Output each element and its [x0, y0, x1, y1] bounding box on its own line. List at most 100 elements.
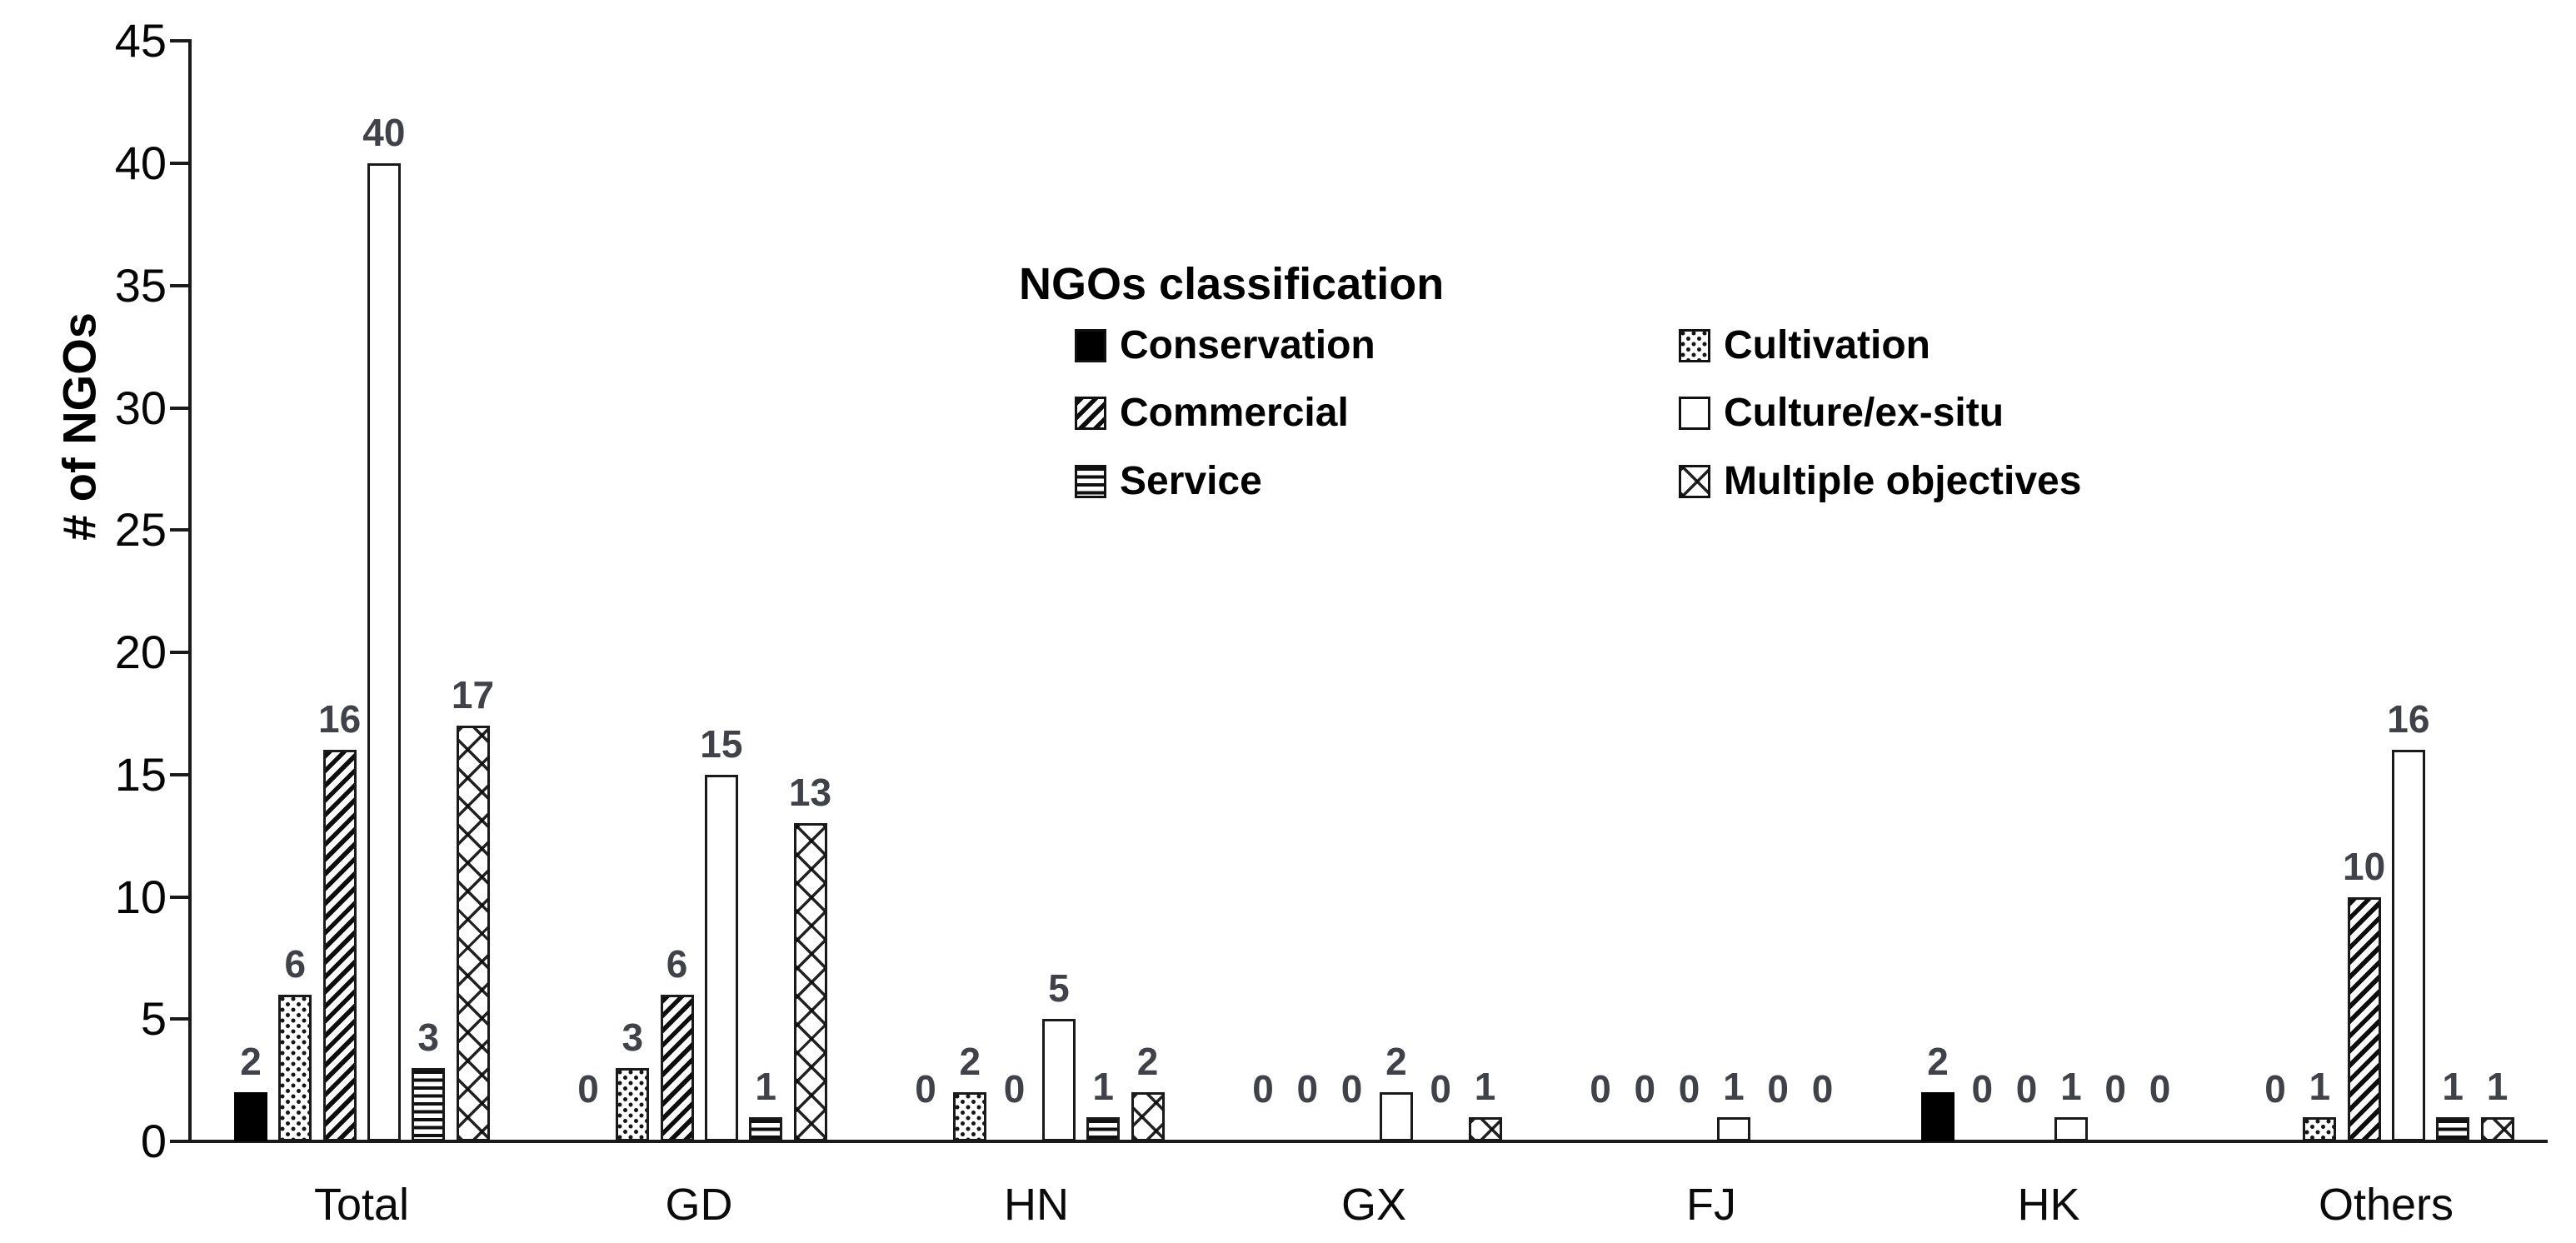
- bar-crosshatch: [1131, 1092, 1165, 1141]
- bar-value-label: 3: [417, 1015, 439, 1059]
- legend-item: Culture/ex-situ: [1679, 392, 2004, 435]
- bar-white: [704, 774, 738, 1141]
- bar-value-label: 1: [2442, 1064, 2464, 1108]
- legend-title: NGOs classification: [1019, 259, 1445, 309]
- legend-swatch-diagonal: [1075, 397, 1106, 430]
- legend-item: Conservation: [1075, 324, 1375, 367]
- y-tick: [170, 651, 188, 654]
- bar-value-label: 1: [2486, 1064, 2509, 1108]
- bar-dots: [616, 1067, 650, 1141]
- bar-value-label: 16: [318, 697, 362, 741]
- bar-value-label: 2: [1385, 1040, 1407, 1084]
- y-tick: [170, 162, 188, 165]
- y-tick-label: 40: [114, 137, 167, 189]
- legend-swatch-white: [1679, 397, 1710, 430]
- bar-value-label: 2: [959, 1040, 981, 1084]
- bar-white: [2391, 750, 2425, 1141]
- x-category-label: HK: [2017, 1180, 2080, 1230]
- y-tick-label: 10: [114, 870, 167, 923]
- bar-value-label: 17: [451, 673, 495, 717]
- bar-white: [1041, 1019, 1076, 1141]
- x-category-label: HN: [1004, 1180, 1069, 1230]
- bar-value-label: 1: [1474, 1064, 1496, 1108]
- bar-crosshatch: [793, 823, 827, 1141]
- bar-value-label: 13: [788, 771, 832, 815]
- legend-item-label: Cultivation: [1724, 323, 1930, 367]
- bar-value-label: 2: [1136, 1040, 1159, 1084]
- y-tick-label: 0: [140, 1115, 167, 1167]
- legend-item-label: Multiple objectives: [1724, 459, 2082, 503]
- bar-white: [1379, 1092, 1413, 1141]
- y-tick-label: 20: [114, 626, 167, 678]
- bar-value-label: 3: [622, 1015, 644, 1059]
- bar-diagonal: [660, 994, 694, 1141]
- bar-white: [367, 163, 401, 1141]
- x-category-label: Total: [313, 1180, 410, 1230]
- x-axis-line: [188, 1140, 2548, 1143]
- bar-value-label: 0: [1811, 1067, 1834, 1111]
- y-tick: [170, 1140, 188, 1143]
- bar-value-label: 0: [2149, 1067, 2171, 1111]
- y-tick-label: 5: [140, 992, 167, 1046]
- bar-value-label: 2: [1927, 1040, 1949, 1084]
- bar-value-label: 0: [1678, 1067, 1700, 1111]
- x-category-label: FJ: [1686, 1180, 1736, 1230]
- bar-hlines: [749, 1116, 783, 1141]
- y-tick: [170, 528, 188, 532]
- y-axis-line: [188, 39, 192, 1143]
- bar-value-label: 1: [1092, 1064, 1114, 1108]
- legend-item: Multiple objectives: [1679, 460, 2081, 503]
- y-tick-label: 30: [114, 381, 167, 434]
- x-category-label: GD: [665, 1180, 733, 1230]
- bar-value-label: 0: [2015, 1067, 2038, 1111]
- y-tick-label: 35: [114, 258, 167, 312]
- bar-value-label: 5: [1048, 966, 1070, 1011]
- bar-value-label: 0: [1590, 1067, 1611, 1111]
- bar-value-label: 1: [2309, 1064, 2331, 1108]
- bar-value-label: 16: [2387, 697, 2430, 741]
- legend-item-label: Commercial: [1120, 391, 1349, 435]
- bar-white: [1716, 1116, 1750, 1141]
- legend-item: Service: [1075, 460, 1262, 503]
- x-category-label: Others: [2318, 1180, 2454, 1230]
- bar-value-label: 0: [1767, 1067, 1789, 1111]
- bar-value-label: 0: [1003, 1067, 1026, 1111]
- bar-value-label: 1: [755, 1064, 776, 1108]
- bar-white: [2054, 1116, 2088, 1141]
- bar-diagonal: [2347, 896, 2381, 1141]
- bar-diagonal: [322, 750, 357, 1141]
- legend-swatch-hlines: [1075, 465, 1106, 498]
- y-tick: [170, 895, 188, 899]
- bar-value-label: 1: [1723, 1064, 1745, 1108]
- bar-value-label: 0: [1971, 1067, 1994, 1111]
- legend-swatch-crosshatch: [1679, 465, 1710, 498]
- y-tick-label: 25: [114, 503, 167, 557]
- y-tick: [170, 406, 188, 410]
- bar-value-label: 0: [1340, 1067, 1363, 1111]
- bar-hlines: [1086, 1116, 1121, 1141]
- y-tick: [170, 772, 188, 776]
- legend-item-label: Conservation: [1120, 323, 1375, 367]
- bar-value-label: 6: [284, 941, 307, 986]
- bar-dots: [953, 1092, 987, 1141]
- legend-item-label: Service: [1120, 459, 1262, 503]
- bar-hlines: [2436, 1116, 2470, 1141]
- x-category-label: GX: [1340, 1180, 1407, 1230]
- bar-value-label: 0: [1430, 1067, 1451, 1111]
- bar-crosshatch: [1468, 1116, 1502, 1141]
- bar-dots: [2303, 1116, 2337, 1141]
- y-tick: [170, 1017, 188, 1021]
- legend-swatch-dots: [1679, 329, 1710, 362]
- bar-value-label: 0: [915, 1067, 936, 1111]
- y-tick: [170, 283, 188, 287]
- bar-value-label: 6: [666, 941, 688, 986]
- bar-value-label: 0: [2264, 1067, 2286, 1111]
- bar-dots: [278, 994, 312, 1141]
- y-tick-label: 15: [114, 747, 167, 801]
- bar-crosshatch: [456, 726, 490, 1141]
- y-tick-label: 45: [114, 14, 167, 67]
- bar-value-label: 2: [240, 1040, 262, 1084]
- bar-value-label: 1: [2060, 1064, 2082, 1108]
- bar-hlines: [412, 1067, 446, 1141]
